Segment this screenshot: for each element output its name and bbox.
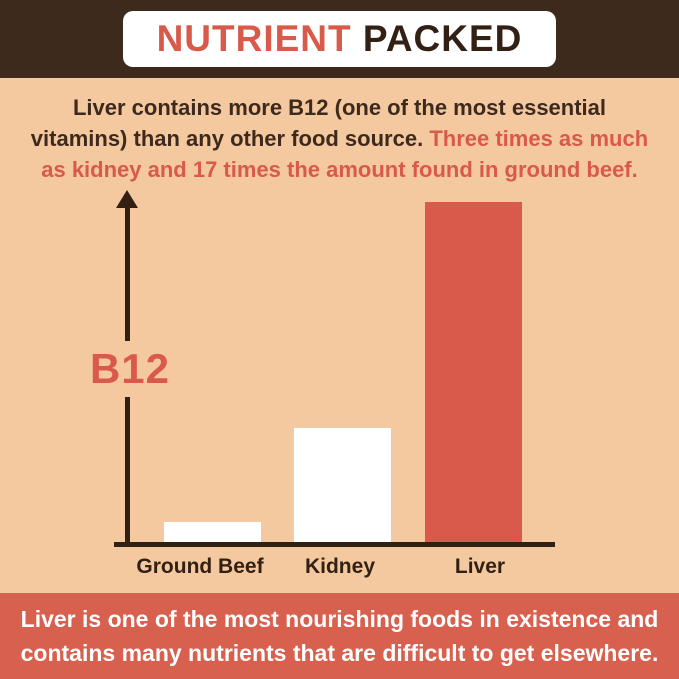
footer-text: Liver is one of the most nourishing food… <box>20 605 659 667</box>
header-band: NUTRIENT PACKED <box>0 0 679 78</box>
x-labels: Ground Beef Kidney Liver <box>125 555 555 579</box>
bar-kidney <box>294 427 391 542</box>
x-label-liver: Liver <box>454 554 506 578</box>
intro-paragraph: Liver contains more B12 (one of the most… <box>27 92 652 186</box>
intro-red-text: Three times as much as kidney and 17 tim… <box>41 126 649 183</box>
bars <box>130 201 555 542</box>
footer-band: Liver is one of the most nourishing food… <box>0 593 679 679</box>
x-label-ground-beef: Ground Beef <box>136 554 264 578</box>
chart-plot-area: B12 <box>80 189 555 547</box>
bar-ground-beef <box>163 521 261 542</box>
title-word-nutrient: NUTRIENT <box>156 18 352 59</box>
page-title: NUTRIENT PACKED <box>122 11 557 67</box>
y-axis-arrow-icon <box>116 189 138 208</box>
b12-bar-chart: B12 Ground Beef Kidney Liver <box>80 189 555 579</box>
y-axis-label: B12 <box>80 341 180 398</box>
x-label-kidney: Kidney <box>304 554 375 578</box>
intro-dark-text: Liver contains more B12 (one of the most… <box>30 95 607 152</box>
bar-liver <box>424 201 522 542</box>
title-word-packed: PACKED <box>351 18 523 59</box>
